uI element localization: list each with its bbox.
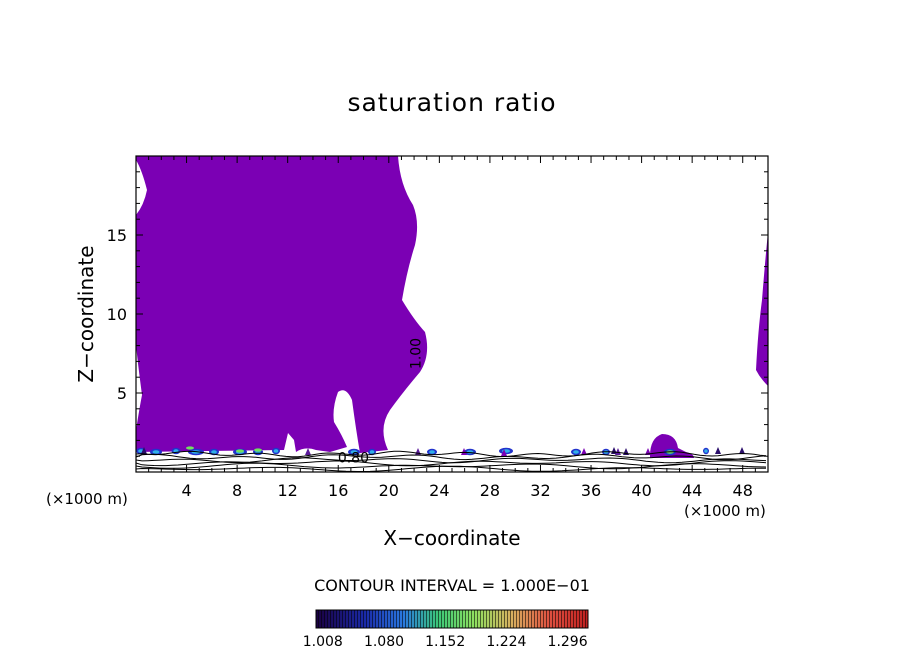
cloud-cell-peak	[236, 449, 244, 453]
colorbar-tick-label: 1.080	[364, 634, 404, 650]
x-tick-label: 44	[682, 481, 702, 500]
cloud-speck	[615, 448, 621, 455]
y-tick-label: 15	[107, 226, 127, 245]
surface-contour-line	[136, 465, 766, 472]
x-tick-label: 28	[480, 481, 500, 500]
x-tick-label: 24	[429, 481, 449, 500]
cloud-speck	[581, 448, 587, 455]
cloud-cell-core	[211, 450, 217, 454]
cloud-cell-peak	[254, 448, 262, 452]
colorbar-tick-label: 1.224	[486, 634, 526, 650]
cloud-cell-peak	[186, 446, 194, 450]
x-unit-label-left: (×1000 m)	[46, 490, 128, 508]
cloud-speck	[461, 448, 467, 455]
x-unit-label-right: (×1000 m)	[684, 502, 766, 520]
colorbar-tick-label: 1.296	[548, 634, 588, 650]
x-tick-label: 8	[232, 481, 242, 500]
x-tick-label: 16	[328, 481, 348, 500]
x-tick-label: 4	[181, 481, 191, 500]
surface-contour-line	[136, 450, 767, 458]
cloud-speck	[141, 447, 147, 454]
colorbar-tick-label: 1.008	[303, 634, 343, 650]
cloud-speck	[305, 448, 311, 455]
y-tick-label: 10	[107, 305, 127, 324]
colorbar-stripes	[316, 610, 588, 628]
surface-contour-line	[136, 453, 767, 461]
chart-title: saturation ratio	[347, 88, 557, 117]
x-tick-label: 12	[278, 481, 298, 500]
cloud-speck	[715, 447, 721, 454]
y-tick-label: 5	[117, 384, 127, 403]
saturated-region-left	[136, 156, 428, 453]
x-tick-label: 40	[631, 481, 651, 500]
cloud-cell-core	[273, 449, 279, 453]
x-tick-label: 20	[379, 481, 399, 500]
cloud-speck	[501, 449, 507, 456]
cloud-cell-core	[429, 450, 435, 454]
saturated-region-right	[756, 232, 768, 386]
contour-interval-label: CONTOUR INTERVAL = 1.000E−01	[314, 576, 590, 595]
cloud-cell-core	[152, 450, 160, 454]
contour-label: 0.80	[338, 451, 369, 467]
y-axis-label: Z−coordinate	[74, 245, 98, 383]
colorbar-tick-label: 1.152	[425, 634, 465, 650]
cloud-cell-core	[369, 450, 375, 454]
cloud-speck	[739, 447, 745, 454]
cloud-cell-core	[350, 450, 358, 454]
x-tick-label: 36	[581, 481, 601, 500]
x-tick-label: 32	[530, 481, 550, 500]
contour-label: 1.00	[408, 338, 424, 369]
cloud-cell-core	[704, 449, 708, 453]
cloud-cell-core	[573, 450, 579, 454]
x-tick-label: 48	[733, 481, 753, 500]
x-axis-label: X−coordinate	[383, 526, 521, 550]
